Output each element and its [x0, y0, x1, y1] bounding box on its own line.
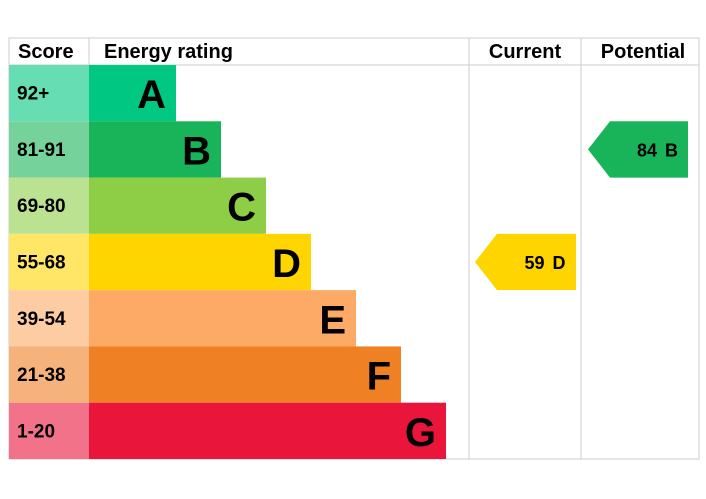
rating-bar [89, 290, 356, 347]
potential-arrow [588, 121, 688, 178]
header-score: Score [18, 41, 74, 63]
rating-bar [89, 121, 221, 178]
score-cell [9, 177, 89, 234]
score-label: 39-54 [17, 309, 66, 330]
rating-letter: A [137, 73, 166, 117]
rating-letter: B [182, 129, 211, 173]
current-letter: D [553, 253, 566, 273]
rating-letter: D [272, 242, 301, 286]
score-cell [9, 65, 89, 122]
score-cell [9, 290, 89, 347]
current-arrow [475, 233, 576, 291]
rating-bar [89, 402, 446, 459]
rating-bar [89, 65, 176, 122]
score-cell [9, 121, 89, 178]
rating-bar [89, 177, 266, 234]
score-cell [9, 346, 89, 403]
potential-value: 84 [637, 140, 657, 160]
score-label: 1-20 [17, 421, 55, 442]
header-rating: Energy rating [104, 41, 233, 63]
current-value: 59 [524, 253, 544, 273]
score-label: 55-68 [17, 253, 66, 274]
score-label: 81-91 [17, 140, 66, 161]
rating-letter: C [227, 186, 256, 230]
header-potential: Potential [601, 41, 685, 63]
potential-letter: B [665, 140, 678, 160]
score-label: 69-80 [17, 196, 66, 217]
score-label: 92+ [17, 84, 49, 105]
score-cell [9, 233, 89, 291]
rating-letter: G [405, 411, 436, 455]
rating-bar [89, 346, 401, 403]
header-current: Current [489, 41, 562, 63]
score-label: 21-38 [17, 365, 66, 386]
rating-letter: E [319, 298, 346, 342]
rating-bar [89, 233, 311, 291]
score-cell [9, 402, 89, 459]
rating-letter: F [367, 355, 391, 399]
